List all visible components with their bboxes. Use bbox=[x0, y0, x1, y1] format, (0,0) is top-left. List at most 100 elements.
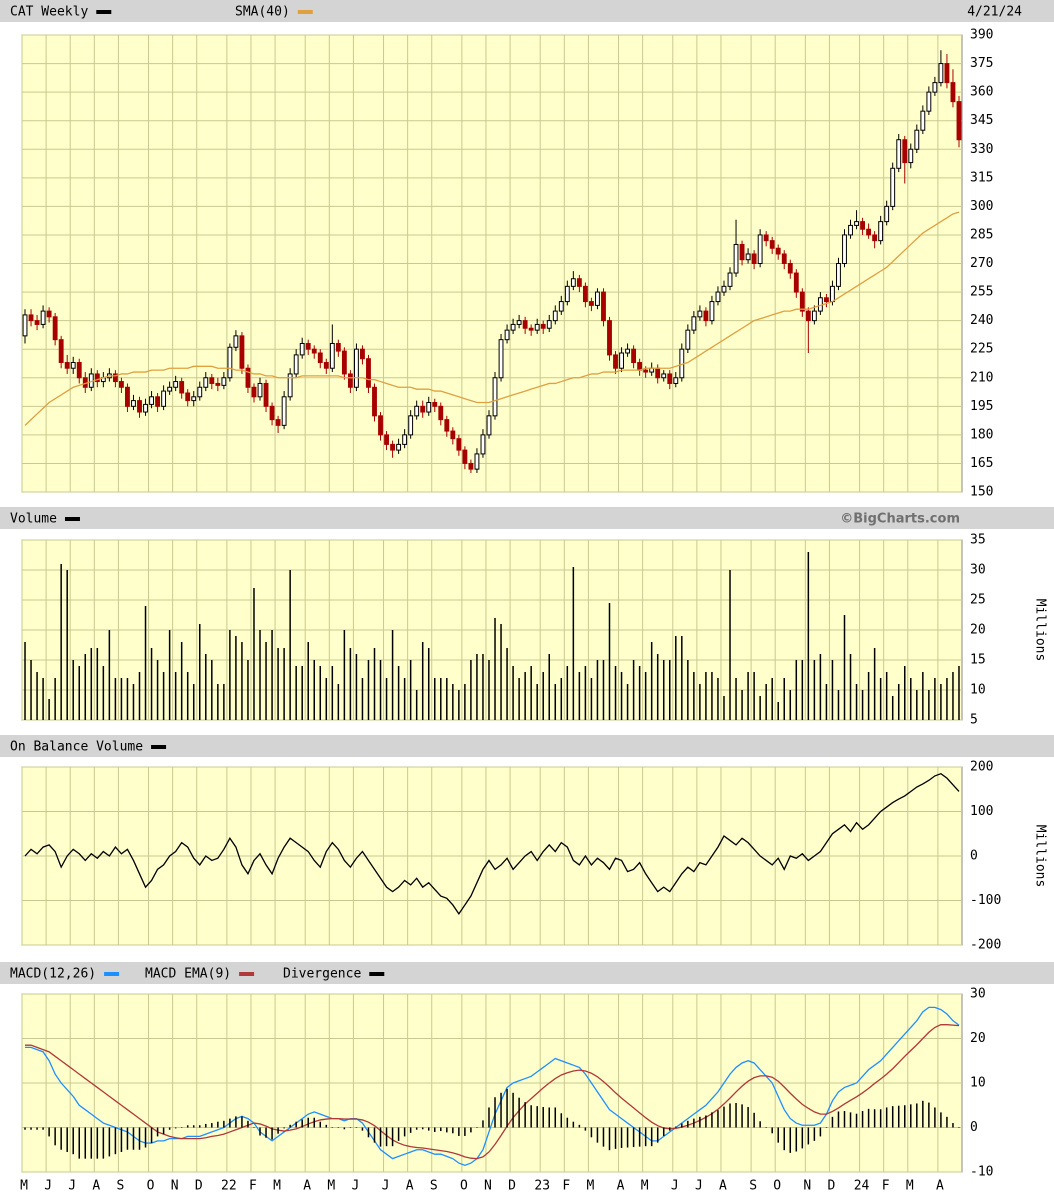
candle-body bbox=[420, 405, 426, 413]
bar bbox=[24, 1127, 26, 1130]
candle-body bbox=[402, 434, 408, 445]
x-tick-label: M bbox=[586, 1179, 594, 1194]
candle-body bbox=[739, 243, 745, 261]
bar bbox=[952, 1123, 954, 1128]
bar bbox=[427, 1127, 430, 1131]
candle-body bbox=[769, 240, 775, 249]
bar bbox=[687, 1120, 689, 1128]
y-tick-label: 30 bbox=[970, 563, 986, 578]
bar bbox=[30, 1127, 32, 1130]
bar bbox=[108, 1127, 111, 1157]
bar bbox=[150, 648, 153, 720]
bar bbox=[464, 1127, 466, 1136]
candle-body bbox=[763, 234, 769, 242]
bar bbox=[186, 1125, 189, 1128]
candle-body bbox=[239, 335, 245, 369]
x-tick-label: J bbox=[44, 1179, 52, 1194]
x-tick-label: A bbox=[617, 1179, 625, 1194]
bar bbox=[301, 666, 303, 720]
bar bbox=[54, 1127, 56, 1146]
bar bbox=[367, 1127, 370, 1138]
x-tick-label: D bbox=[508, 1179, 516, 1194]
candle-body bbox=[625, 348, 631, 354]
bar bbox=[174, 1127, 177, 1129]
bar bbox=[590, 1127, 593, 1138]
bar bbox=[289, 1124, 291, 1128]
bar bbox=[723, 1106, 725, 1128]
bar bbox=[476, 1127, 478, 1128]
bar bbox=[783, 678, 785, 720]
candle-body bbox=[661, 373, 667, 379]
bar bbox=[747, 1107, 749, 1128]
bar bbox=[355, 1127, 358, 1128]
x-tick-label: M bbox=[273, 1179, 281, 1194]
x-tick-label: S bbox=[749, 1179, 757, 1194]
candle-body bbox=[191, 396, 197, 402]
bar bbox=[319, 1121, 322, 1128]
bar bbox=[807, 1127, 810, 1145]
bar bbox=[307, 1117, 309, 1128]
candle-body bbox=[745, 253, 751, 261]
bar bbox=[271, 630, 273, 720]
bar bbox=[415, 1127, 418, 1130]
x-tick-label: N bbox=[171, 1179, 179, 1194]
bar bbox=[108, 630, 111, 720]
candle-body bbox=[70, 362, 76, 369]
bar bbox=[144, 1127, 147, 1148]
bar bbox=[946, 1116, 948, 1128]
candle-body bbox=[233, 335, 239, 348]
bar bbox=[385, 678, 388, 720]
candle-body bbox=[347, 373, 353, 388]
candle-body bbox=[854, 221, 859, 226]
bar bbox=[524, 672, 526, 720]
candle-body bbox=[281, 396, 287, 426]
bar bbox=[114, 678, 117, 720]
bar bbox=[235, 636, 237, 720]
legend-label: SMA(40) bbox=[235, 5, 290, 20]
bar bbox=[470, 1127, 472, 1133]
bar bbox=[861, 1111, 864, 1128]
candle-body bbox=[64, 362, 70, 369]
bar bbox=[229, 1118, 231, 1128]
candle-body bbox=[956, 101, 962, 141]
bar bbox=[319, 666, 322, 720]
bar bbox=[168, 630, 171, 720]
bar bbox=[620, 1127, 623, 1148]
bar bbox=[452, 684, 454, 720]
candle-body bbox=[28, 314, 34, 322]
candle-body bbox=[811, 310, 817, 322]
y-tick-label: 210 bbox=[970, 370, 993, 385]
bar bbox=[458, 1127, 460, 1136]
y-tick-label: 20 bbox=[970, 623, 986, 638]
bar bbox=[337, 1127, 340, 1128]
bar bbox=[307, 642, 309, 720]
bar bbox=[584, 1127, 587, 1131]
candle-body bbox=[932, 82, 938, 93]
candle-body bbox=[263, 382, 269, 407]
x-tick-label: D bbox=[828, 1179, 836, 1194]
candle-body bbox=[860, 221, 866, 230]
bar bbox=[331, 1127, 334, 1128]
credit: ©BigCharts.com bbox=[840, 512, 960, 527]
candle-body bbox=[595, 291, 600, 306]
bar bbox=[656, 1127, 659, 1143]
bar bbox=[584, 666, 587, 720]
bar bbox=[542, 672, 544, 720]
candle-body bbox=[775, 247, 781, 255]
bar bbox=[879, 1109, 882, 1128]
candle-body bbox=[269, 405, 275, 421]
candle-body bbox=[58, 339, 64, 364]
bar bbox=[247, 660, 249, 720]
bar bbox=[867, 1108, 870, 1128]
bar bbox=[873, 648, 876, 720]
candle-body bbox=[257, 382, 263, 398]
candle-body bbox=[444, 419, 450, 432]
bar bbox=[78, 666, 80, 720]
y-tick-label: 25 bbox=[970, 593, 986, 608]
candle-body bbox=[311, 348, 317, 354]
candle-body bbox=[902, 139, 908, 164]
candle-body bbox=[715, 291, 721, 303]
bar bbox=[361, 1127, 364, 1131]
bar bbox=[156, 1127, 159, 1137]
bar bbox=[36, 1127, 38, 1130]
